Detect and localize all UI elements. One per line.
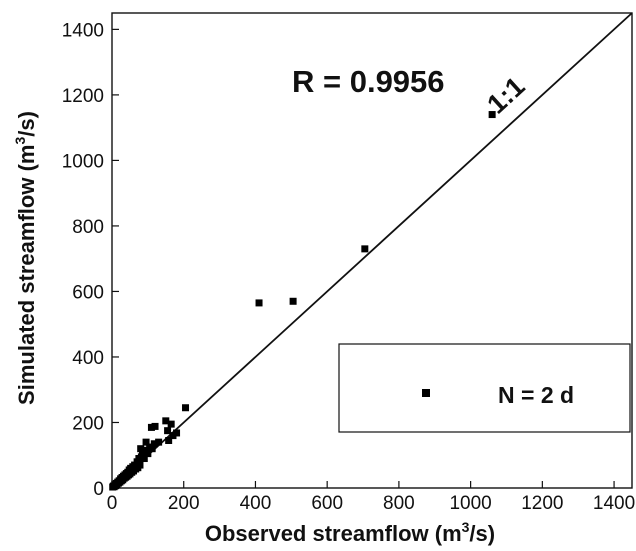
r-value-label: R = 0.9956 xyxy=(292,64,445,99)
y-tick-label: 1400 xyxy=(62,20,104,41)
data-point xyxy=(488,111,496,119)
data-point xyxy=(182,404,190,412)
legend-label: N = 2 d xyxy=(498,382,574,408)
correlation-annotation: R = 0.9956 xyxy=(292,64,445,99)
data-point xyxy=(140,455,148,463)
y-axis-unit: (m3/s) xyxy=(12,111,39,177)
y-tick-label: 0 xyxy=(93,479,104,500)
data-point xyxy=(155,438,163,446)
data-points xyxy=(109,111,496,491)
reference-line-1-1 xyxy=(111,12,633,489)
x-tick-label: 800 xyxy=(383,493,415,514)
y-axis-title: Simulated streamflow (m3/s) xyxy=(12,111,39,405)
data-point xyxy=(150,440,158,448)
x-tick-label: 1200 xyxy=(521,493,563,514)
data-point xyxy=(289,297,297,305)
legend-marker xyxy=(422,389,430,397)
x-axis-unit: (m3/s) xyxy=(429,519,495,546)
data-point xyxy=(162,417,170,425)
y-tick-label: 400 xyxy=(72,348,104,369)
plot-frame xyxy=(111,12,633,489)
data-point xyxy=(169,432,177,440)
data-point xyxy=(165,437,173,444)
data-point xyxy=(164,427,172,435)
x-axis-label: Observed streamflow xyxy=(205,521,430,546)
y-tick-label: 600 xyxy=(72,282,104,303)
x-tick-label: 1000 xyxy=(449,493,491,514)
data-point xyxy=(361,245,369,253)
y-tick-label: 1200 xyxy=(62,86,104,107)
axes: 0 200 400 600 800 1000 1200 1400 0 200 400 600 800 10… xyxy=(62,12,635,514)
x-axis-title: Observed streamflow (m3/s) xyxy=(205,519,495,546)
x-tick-label: 0 xyxy=(107,493,118,514)
data-point xyxy=(173,429,181,437)
x-tick-label: 400 xyxy=(240,493,272,514)
data-point xyxy=(144,450,152,458)
x-tick-label: 200 xyxy=(168,493,200,514)
data-point xyxy=(142,438,150,446)
legend-frame xyxy=(338,343,631,433)
legend-box: N = 2 d xyxy=(338,343,631,433)
data-point xyxy=(140,448,148,456)
y-tick-label: 800 xyxy=(72,217,104,238)
y-tick-label: 1000 xyxy=(62,151,104,172)
y-axis-label: Simulated streamflow xyxy=(14,177,39,405)
data-point xyxy=(167,420,175,428)
y-tick-label: 200 xyxy=(72,413,104,434)
data-point xyxy=(136,461,144,469)
data-point xyxy=(148,445,156,453)
data-point xyxy=(151,422,159,430)
x-tick-label: 1400 xyxy=(593,493,635,514)
data-point xyxy=(147,423,155,431)
data-point xyxy=(255,299,263,307)
x-tick-label: 600 xyxy=(311,493,343,514)
